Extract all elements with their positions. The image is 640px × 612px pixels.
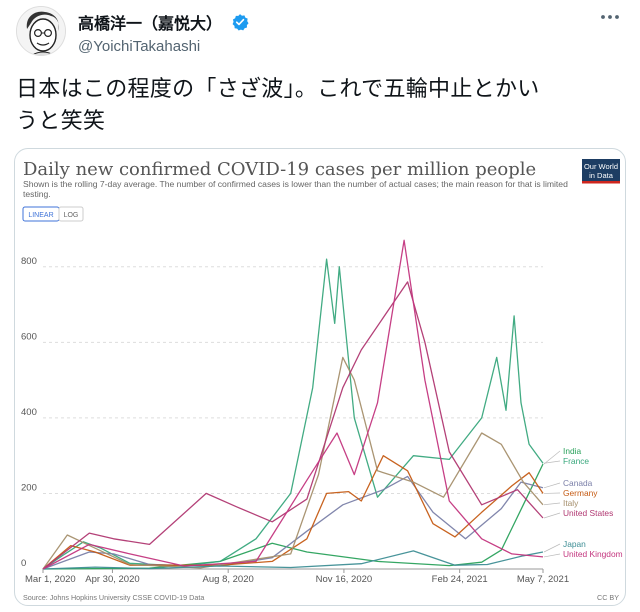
display-name[interactable]: 高橋洋一（嘉悦大）	[78, 14, 223, 33]
linear-scale-button-label: LINEAR	[28, 212, 53, 219]
legend-label: Canada	[563, 478, 593, 488]
owid-logo-line-2: in Data	[589, 171, 614, 180]
log-scale-button[interactable]	[58, 206, 84, 222]
tweet-header: 高橋洋一（嘉悦大） @YoichiTakahashi	[16, 6, 624, 62]
legend-label: United States	[563, 508, 613, 518]
chart-series	[42, 239, 544, 570]
tweet-text: 日本はこの程度の「さざ波」。これで五輪中止とかい うと笑笑	[16, 74, 624, 138]
legend-label: France	[563, 456, 589, 466]
y-tick-label: 600	[21, 331, 37, 342]
legend-label: Japan	[563, 539, 586, 549]
more-options-icon[interactable]	[598, 8, 622, 26]
y-tick-label: 400	[21, 407, 37, 418]
series-line	[42, 239, 544, 570]
series-line	[42, 356, 544, 570]
series-line	[42, 455, 544, 570]
legend-label: Italy	[563, 498, 579, 508]
legend-label: India	[563, 446, 582, 456]
series-line	[42, 281, 544, 570]
chart-subtitle-line-2: testing.	[23, 189, 51, 199]
legend-leader-line	[543, 460, 561, 464]
tweet-text-line-2: うと笑笑	[16, 109, 106, 134]
handle[interactable]: @YoichiTakahashi	[78, 38, 201, 55]
legend-leader-line	[543, 450, 561, 465]
chart-card[interactable]: Daily new confirmed COVID-19 cases per m…	[14, 148, 626, 606]
x-tick-label: May 7, 2021	[517, 574, 569, 585]
legend-leader-line	[543, 512, 561, 519]
owid-logo-bg	[582, 159, 620, 183]
chart-axes: 0 200 400 600 800 Mar 1, 2020 Apr 30, 2020 Aug …	[21, 256, 569, 585]
log-scale-button-label: LOG	[64, 212, 79, 219]
legend-leader-line	[543, 482, 561, 489]
covid-line-chart: Daily new confirmed COVID-19 cases per m…	[21, 159, 623, 602]
legend-leader-line	[543, 553, 561, 558]
author-block: 高橋洋一（嘉悦大） @YoichiTakahashi	[78, 10, 249, 55]
series-line	[42, 258, 544, 570]
chart-source[interactable]: Source: Johns Hopkins University CSSE CO…	[23, 593, 204, 602]
legend-label: Germany	[563, 488, 598, 498]
y-tick-label: 0	[21, 558, 26, 569]
avatar[interactable]	[16, 6, 66, 56]
y-tick-label: 800	[21, 256, 37, 267]
verified-badge-icon	[232, 14, 249, 31]
scale-toggle[interactable]: LINEAR LOG	[22, 206, 84, 222]
x-tick-label: Feb 24, 2021	[432, 574, 488, 585]
chart-title: Daily new confirmed COVID-19 cases per m…	[23, 159, 536, 180]
owid-logo-line-1: Our World	[584, 162, 618, 171]
owid-logo[interactable]: Our World in Data	[582, 159, 620, 184]
series-line	[42, 463, 544, 570]
tweet-text-line-1: 日本はこの程度の「さざ波」。これで五輪中止とかい	[16, 77, 540, 102]
series-line	[42, 475, 544, 570]
caricature-avatar-icon	[17, 7, 65, 55]
chart-subtitle-line-1: Shown is the rolling 7-day average. The …	[23, 179, 568, 189]
owid-logo-bar	[582, 181, 620, 184]
x-tick-label: Nov 16, 2020	[316, 574, 373, 585]
x-tick-label: Mar 1, 2020	[25, 574, 76, 585]
y-tick-label: 200	[21, 482, 37, 493]
legend-label: United Kingdom	[563, 549, 623, 559]
legend-leader-line	[543, 543, 561, 553]
chart-license[interactable]: CC BY	[597, 593, 619, 602]
legend-leader-line	[543, 502, 561, 506]
x-tick-label: Apr 30, 2020	[85, 574, 139, 585]
x-tick-label: Aug 8, 2020	[203, 574, 254, 585]
series-line	[42, 550, 544, 570]
